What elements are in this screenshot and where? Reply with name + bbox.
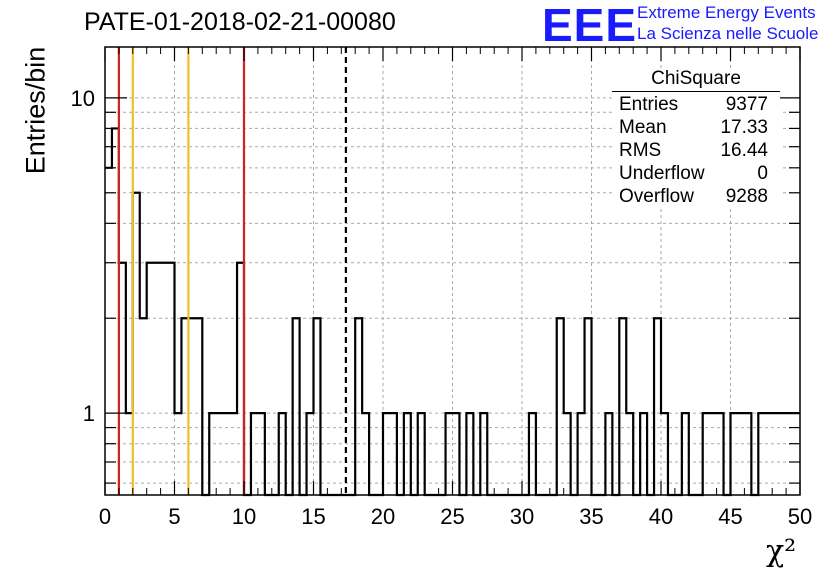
stats-row-overflow: Overflow 9288 <box>612 185 780 208</box>
stats-label: Mean <box>619 117 667 138</box>
stats-row-mean: Mean 17.33 <box>612 116 780 139</box>
stats-row-entries: Entries 9377 <box>612 93 780 116</box>
stats-label: Underflow <box>619 163 705 184</box>
x-tick-label: 5 <box>168 504 180 529</box>
logo-line-2: La Scienza nelle Scuole <box>637 24 819 43</box>
y-axis-label: Entries/bin <box>20 46 51 175</box>
stats-value: 9288 <box>725 186 768 207</box>
stats-row-rms: RMS 16.44 <box>612 139 780 162</box>
x-tick-label: 10 <box>232 504 256 529</box>
chart-title: PATE-01-2018-02-21-00080 <box>84 8 396 36</box>
x-tick-label: 25 <box>440 504 464 529</box>
x-axis-label: χ² <box>766 534 797 569</box>
stats-value: 0 <box>757 163 768 184</box>
y-tick-label: 10 <box>71 86 95 111</box>
stats-value: 17.33 <box>720 117 768 138</box>
x-tick-label: 35 <box>579 504 603 529</box>
stats-label: Overflow <box>619 186 694 207</box>
x-tick-label: 40 <box>649 504 673 529</box>
x-tick-label: 20 <box>371 504 395 529</box>
stats-label: RMS <box>619 140 662 161</box>
eee-logo: EEE <box>542 0 638 51</box>
stats-name: ChiSquare <box>612 68 780 92</box>
x-tick-label: 15 <box>301 504 325 529</box>
histogram-line <box>105 127 800 497</box>
stats-row-underflow: Underflow 0 <box>612 162 780 185</box>
x-tick-label: 30 <box>510 504 534 529</box>
stats-box: ChiSquare Entries 9377 Mean 17.33 RMS 16… <box>612 68 780 208</box>
stats-label: Entries <box>619 94 679 115</box>
stats-value: 16.44 <box>720 140 768 161</box>
x-tick-label: 45 <box>718 504 742 529</box>
stats-value: 9377 <box>725 94 768 115</box>
x-tick-label: 0 <box>99 504 111 529</box>
x-tick-label: 50 <box>788 504 812 529</box>
logo-line-1: Extreme Energy Events <box>637 3 816 22</box>
y-tick-label: 1 <box>83 401 95 426</box>
